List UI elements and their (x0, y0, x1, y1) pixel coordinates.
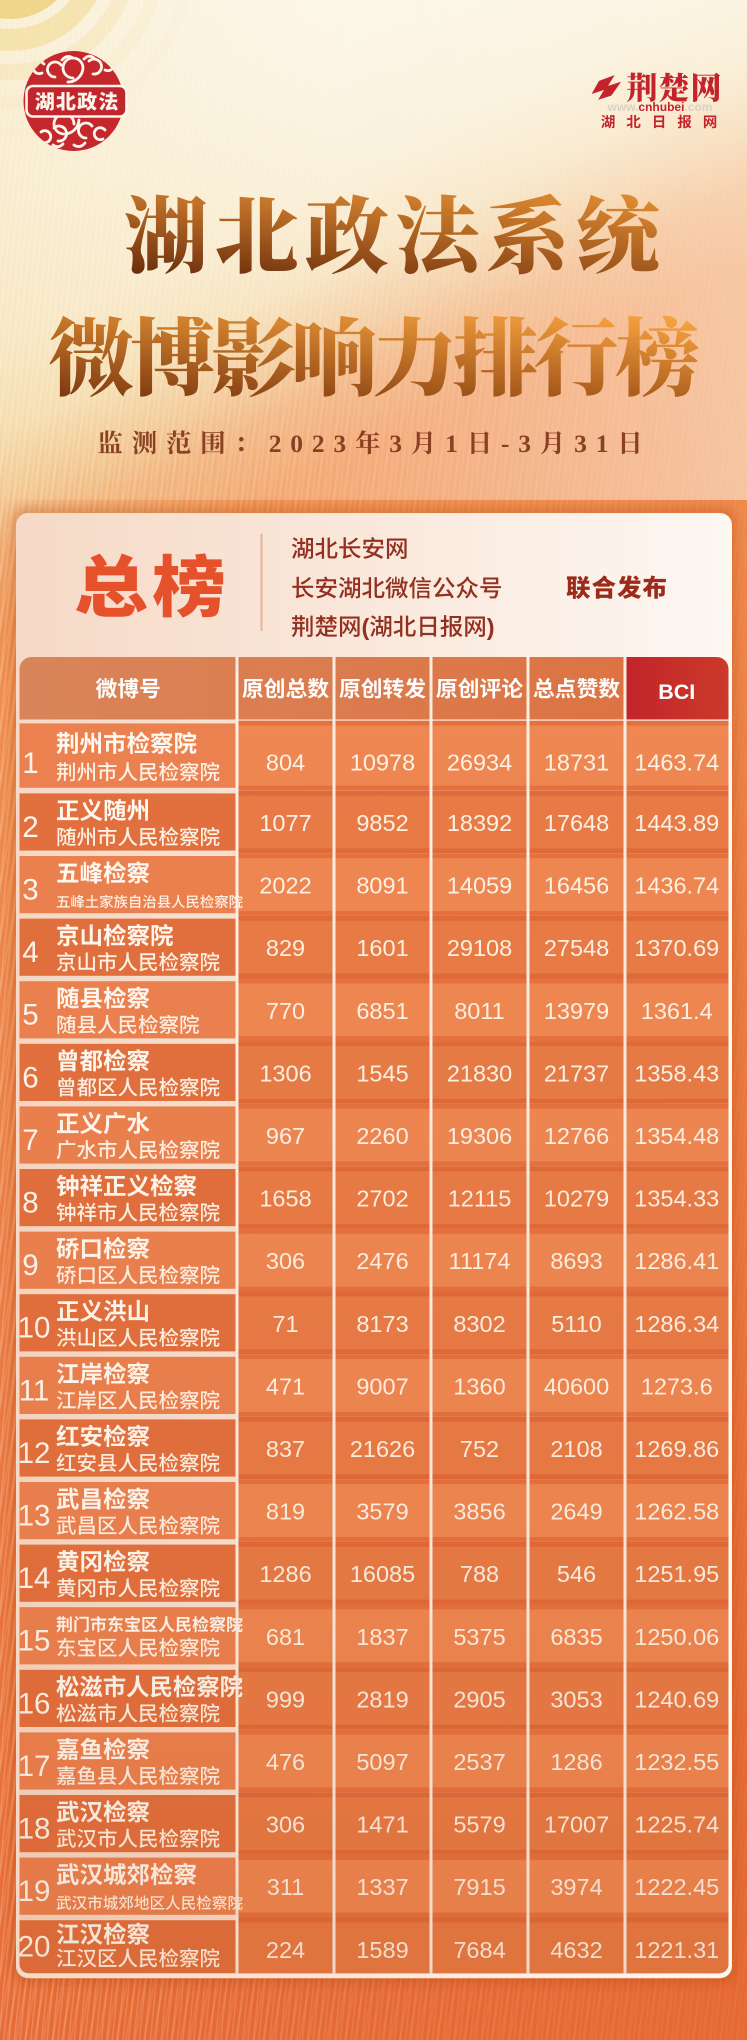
svg-text:0: 0 (290, 429, 303, 458)
svg-text:(: ( (362, 614, 370, 640)
svg-text:2: 2 (269, 429, 282, 458)
svg-text:3: 3 (333, 429, 346, 458)
svg-text:2: 2 (312, 429, 325, 458)
svg-text:3: 3 (389, 429, 402, 458)
svg-text:-: - (501, 429, 510, 458)
svg-text:3: 3 (574, 429, 587, 458)
svg-text:3: 3 (518, 429, 531, 458)
svg-text:1: 1 (596, 429, 609, 458)
svg-text:1: 1 (445, 429, 458, 458)
svg-text:): ) (487, 614, 495, 640)
svg-text:www.cnhubei.com: www.cnhubei.com (607, 100, 713, 114)
